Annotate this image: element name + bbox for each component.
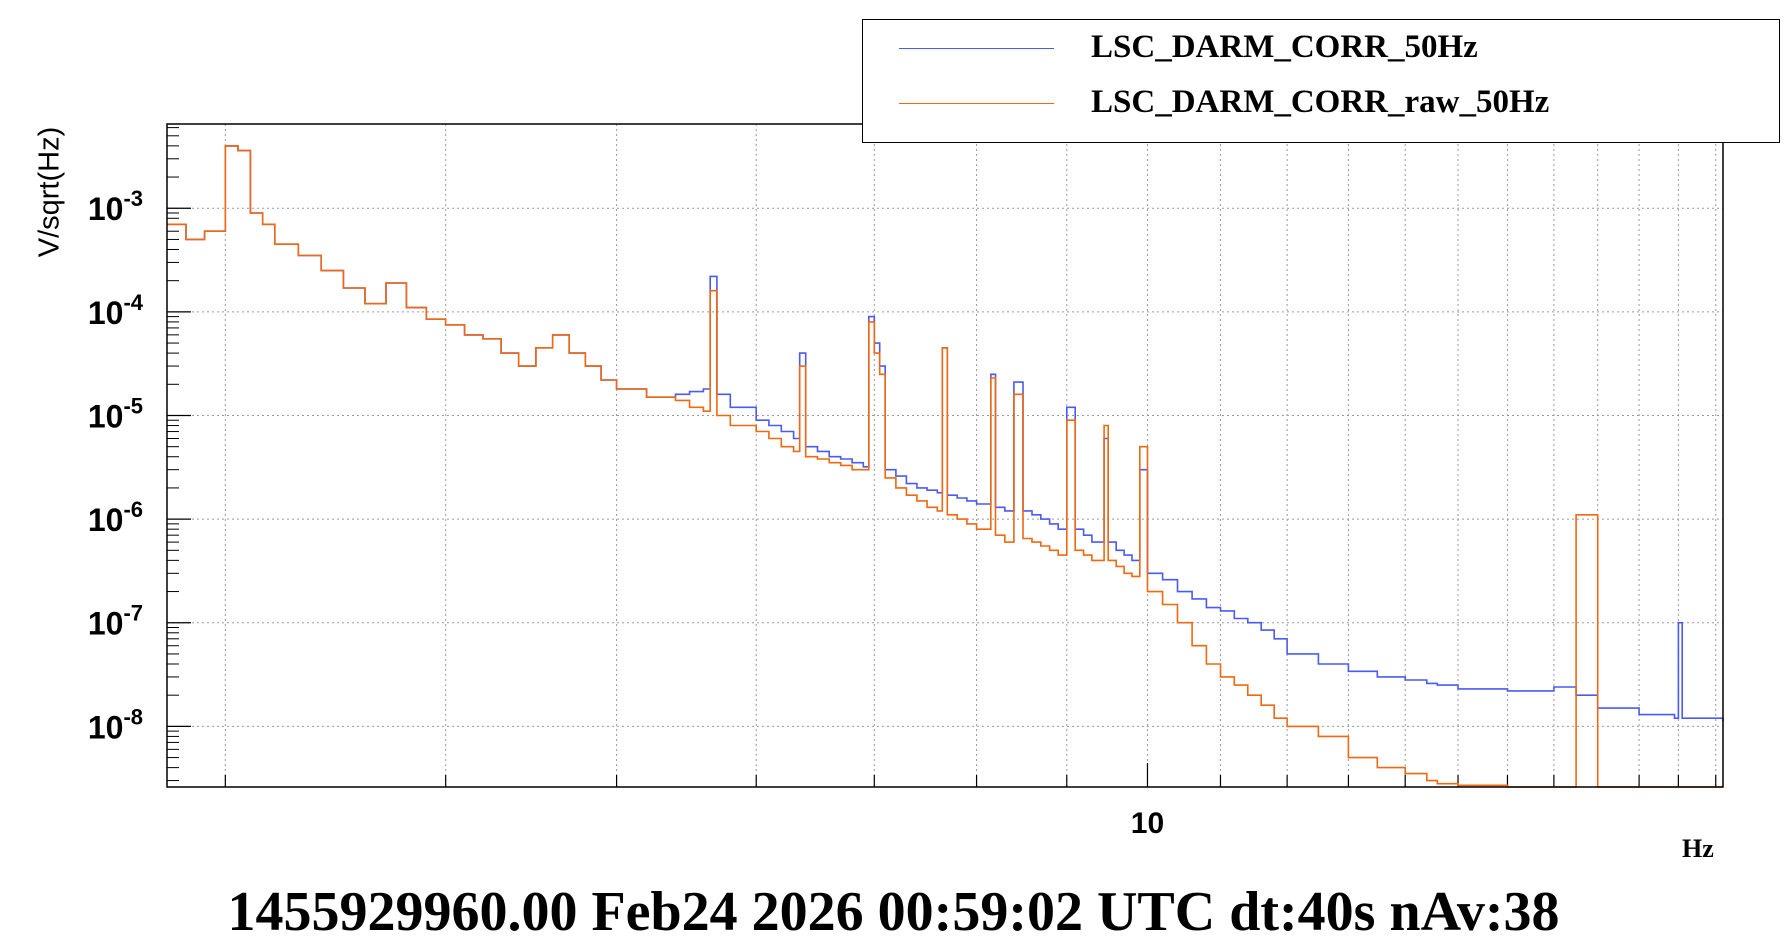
series-raw-line (167, 145, 1723, 788)
series-layer (167, 145, 1724, 788)
y-tick-label: 10-3 (88, 186, 143, 227)
legend-label-raw: LSC_DARM_CORR_raw_50Hz (1091, 84, 1550, 120)
legend: LSC_DARM_CORR_50Hz LSC_DARM_CORR_raw_50H… (862, 19, 1780, 143)
legend-entry-raw: LSC_DARM_CORR_raw_50Hz (863, 78, 1779, 128)
y-tick-label: 10-6 (88, 497, 143, 538)
axis-ticks (167, 127, 1717, 787)
legend-swatch-raw (899, 103, 1054, 104)
grid-lines (167, 124, 1723, 787)
y-tick-label: 10-7 (88, 601, 143, 642)
legend-entry-corr: LSC_DARM_CORR_50Hz (863, 23, 1779, 73)
tick-labels: 10 10-3 10-4 10-5 10-6 10-7 10-8 (88, 186, 1164, 840)
legend-swatch-corr (899, 48, 1054, 49)
y-tick-label: 10-5 (88, 393, 143, 434)
plot-frame (166, 123, 1724, 788)
y-tick-label: 10-4 (88, 290, 144, 331)
x-tick-label: 10 (1131, 807, 1164, 840)
x-axis-label: Hz (1682, 834, 1714, 863)
y-tick-label: 10-8 (88, 704, 143, 745)
legend-label-corr: LSC_DARM_CORR_50Hz (1091, 29, 1478, 65)
y-axis-label: V/sqrt(Hz) (33, 126, 66, 258)
series-corr-line (167, 145, 1724, 723)
footer-timestamp: 1455929960.00 Feb24 2026 00:59:02 UTC dt… (227, 881, 1560, 943)
